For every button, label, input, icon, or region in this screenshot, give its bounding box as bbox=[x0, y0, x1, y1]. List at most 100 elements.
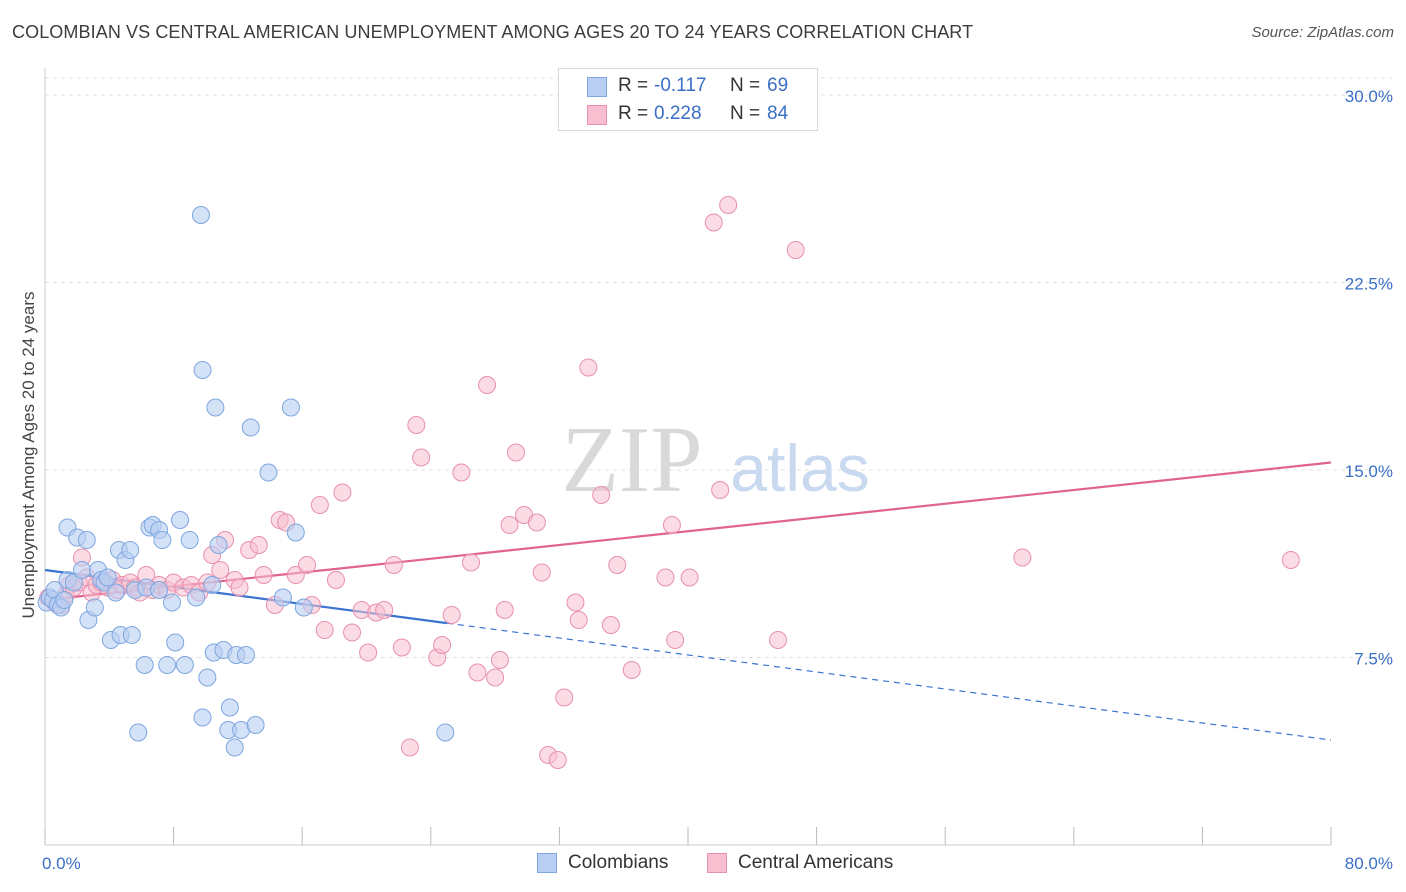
data-point-central-americans bbox=[442, 606, 461, 624]
data-point-colombians bbox=[122, 626, 141, 644]
y-tick-label: 15.0% bbox=[1345, 462, 1393, 481]
series-central-americans bbox=[39, 196, 1300, 769]
data-point-central-americans bbox=[711, 481, 730, 499]
legend-r-label: R = bbox=[618, 103, 649, 124]
data-point-central-americans bbox=[333, 483, 352, 502]
data-point-central-americans bbox=[452, 463, 471, 482]
legend-swatch-pink bbox=[707, 853, 727, 873]
data-point-central-americans bbox=[1281, 551, 1300, 569]
data-point-central-americans bbox=[495, 601, 514, 619]
data-point-colombians bbox=[193, 708, 212, 727]
data-point-colombians bbox=[175, 656, 194, 674]
legend-r-value: 0.228 bbox=[654, 103, 702, 124]
data-point-colombians bbox=[436, 723, 455, 742]
legend-n-value: 69 bbox=[767, 75, 789, 96]
data-point-central-americans bbox=[375, 601, 394, 619]
data-point-colombians bbox=[150, 581, 169, 599]
data-point-central-americans bbox=[490, 651, 509, 669]
data-point-central-americans bbox=[310, 496, 329, 514]
watermark-zip: ZIP bbox=[562, 408, 703, 512]
data-point-colombians bbox=[77, 531, 96, 549]
y-axis-label: Unemployment Among Ages 20 to 24 years bbox=[19, 291, 38, 619]
data-point-colombians bbox=[246, 716, 265, 734]
data-point-colombians bbox=[294, 598, 313, 617]
data-point-colombians bbox=[180, 531, 199, 549]
data-point-colombians bbox=[72, 561, 91, 579]
data-point-central-americans bbox=[249, 536, 268, 554]
data-point-central-americans bbox=[656, 568, 675, 587]
tick-labels: 7.5% 15.0% 22.5% 30.0% 0.0% 80.0% bbox=[42, 87, 1393, 873]
data-point-central-americans bbox=[769, 631, 788, 649]
data-point-colombians bbox=[198, 668, 217, 687]
data-point-central-americans bbox=[1013, 548, 1032, 567]
data-point-central-americans bbox=[486, 668, 505, 687]
axes bbox=[44, 68, 1332, 846]
data-point-central-americans bbox=[601, 616, 620, 634]
data-point-central-americans bbox=[326, 571, 345, 589]
data-point-central-americans bbox=[412, 448, 431, 467]
gridlines bbox=[45, 77, 1392, 658]
data-point-colombians bbox=[98, 568, 117, 587]
data-point-colombians bbox=[166, 633, 185, 652]
data-point-central-americans bbox=[407, 416, 426, 434]
watermark-atlas: atlas bbox=[730, 431, 869, 505]
legend-label-central-americans: Central Americans bbox=[738, 852, 894, 873]
data-point-central-americans bbox=[527, 513, 546, 532]
data-point-colombians bbox=[121, 541, 140, 559]
data-point-colombians bbox=[225, 738, 244, 757]
data-point-central-americans bbox=[315, 621, 334, 639]
data-point-colombians bbox=[193, 361, 212, 379]
legend-swatch-pink bbox=[587, 105, 607, 125]
y-tick-label: 30.0% bbox=[1345, 87, 1393, 106]
data-point-central-americans bbox=[579, 358, 598, 377]
data-point-central-americans bbox=[719, 196, 738, 214]
data-point-central-americans bbox=[392, 638, 411, 657]
x-tick-label: 80.0% bbox=[1345, 854, 1393, 873]
x-tick-label: 0.0% bbox=[42, 854, 81, 873]
chart-title: COLOMBIAN VS CENTRAL AMERICAN UNEMPLOYME… bbox=[12, 22, 974, 42]
data-point-colombians bbox=[286, 523, 305, 542]
data-point-colombians bbox=[55, 591, 74, 609]
data-point-colombians bbox=[209, 536, 228, 554]
data-point-colombians bbox=[129, 723, 148, 742]
data-point-colombians bbox=[259, 463, 278, 482]
legend-n-label: N = bbox=[730, 75, 761, 96]
data-point-central-americans bbox=[384, 556, 403, 574]
data-point-colombians bbox=[273, 588, 292, 607]
data-point-central-americans bbox=[343, 623, 362, 642]
data-point-central-americans bbox=[400, 738, 419, 757]
data-point-central-americans bbox=[298, 556, 317, 574]
data-point-colombians bbox=[187, 588, 206, 607]
data-point-central-americans bbox=[592, 486, 611, 504]
data-point-colombians bbox=[158, 656, 177, 674]
source-credit: Source: ZipAtlas.com bbox=[1251, 24, 1394, 41]
data-point-colombians bbox=[153, 531, 172, 549]
data-point-central-americans bbox=[662, 516, 681, 534]
data-point-colombians bbox=[171, 511, 190, 529]
data-point-central-americans bbox=[608, 556, 627, 574]
data-point-colombians bbox=[241, 418, 260, 437]
data-point-central-americans bbox=[478, 376, 497, 394]
data-point-central-americans bbox=[680, 568, 699, 587]
correlation-legend: R = -0.117 N = 69 R = 0.228 N = 84 bbox=[558, 68, 818, 131]
legend-n-label: N = bbox=[730, 103, 761, 124]
data-point-central-americans bbox=[461, 553, 480, 572]
data-point-central-americans bbox=[433, 636, 452, 654]
trend-line-colombians-extrapolated bbox=[446, 622, 1332, 741]
data-point-colombians bbox=[236, 646, 255, 664]
legend-r-value: -0.117 bbox=[654, 75, 707, 96]
data-point-central-americans bbox=[548, 751, 567, 769]
data-point-colombians bbox=[106, 583, 125, 602]
legend-swatch-blue bbox=[587, 77, 607, 97]
data-point-colombians bbox=[162, 593, 181, 612]
data-point-central-americans bbox=[622, 661, 641, 679]
y-tick-label: 22.5% bbox=[1345, 275, 1393, 294]
watermark: ZIP atlas bbox=[562, 408, 870, 512]
data-point-colombians bbox=[135, 656, 154, 674]
data-point-central-americans bbox=[569, 611, 588, 629]
data-point-central-americans bbox=[786, 241, 805, 259]
data-point-central-americans bbox=[230, 578, 249, 597]
data-point-central-americans bbox=[254, 566, 273, 584]
data-point-colombians bbox=[281, 398, 300, 417]
